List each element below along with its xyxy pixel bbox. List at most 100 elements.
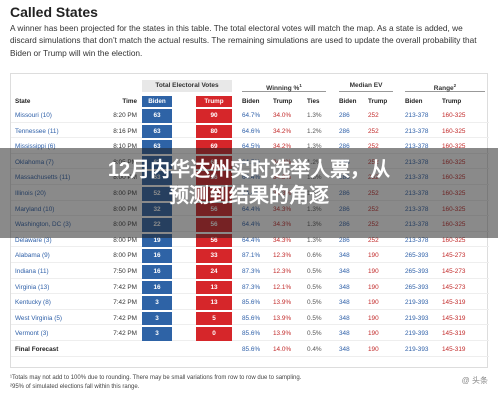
footnotes: ¹Totals may not add to 100% due to round… — [10, 374, 488, 392]
trump-ev: 13 — [196, 296, 232, 310]
biden-ev: 3 — [142, 296, 172, 310]
trump-ev: 80 — [196, 124, 232, 139]
win-biden: 85.6% — [242, 346, 261, 353]
state-name[interactable]: Virginia (13) — [15, 283, 50, 291]
state-time: 7:42 PM — [113, 314, 137, 322]
win-biden: 85.6% — [242, 314, 261, 322]
col-header-range-biden: Biden — [405, 98, 423, 105]
median-biden: 286 — [339, 143, 350, 151]
median-biden: 286 — [339, 127, 350, 135]
win-ties: 1.3% — [307, 112, 322, 119]
median-trump: 252 — [368, 236, 379, 244]
col-header-biden-ev: Biden — [142, 96, 172, 107]
win-trump: 34.2% — [273, 143, 292, 151]
state-name[interactable]: West Virginia (5) — [15, 314, 62, 322]
group-header-winning: Winning %1 — [242, 80, 326, 92]
state-name[interactable]: Missouri (10) — [15, 112, 52, 119]
col-header-range-trump: Trump — [442, 98, 462, 105]
range-biden: 213-378 — [405, 127, 429, 135]
range-biden: 213-378 — [405, 236, 429, 244]
median-biden: 348 — [339, 346, 350, 353]
title-overlay-band — [0, 148, 498, 238]
state-time: 7:42 PM — [113, 299, 137, 307]
median-trump: 190 — [368, 346, 379, 353]
range-trump: 145-273 — [442, 268, 466, 275]
trump-ev: 5 — [196, 311, 232, 326]
trump-ev: 90 — [196, 109, 232, 123]
footnote-1: ¹Totals may not add to 100% due to round… — [10, 375, 302, 381]
state-name[interactable]: Kentucky (8) — [15, 299, 51, 307]
median-biden: 348 — [339, 283, 350, 291]
col-header-state: State — [15, 98, 31, 105]
range-biden: 265-393 — [405, 268, 429, 275]
group-header-total-ev: Total Electoral Votes — [142, 80, 232, 92]
trump-ev: 24 — [196, 265, 232, 279]
footnote-2: ²95% of simulated elections fall within … — [10, 384, 140, 390]
state-name[interactable]: Alabama (9) — [15, 252, 50, 260]
win-biden: 87.1% — [242, 252, 261, 260]
median-biden: 286 — [339, 112, 350, 119]
win-trump: 34.0% — [273, 112, 292, 119]
watermark: @ 头条 — [461, 376, 488, 385]
biden-ev: 3 — [142, 311, 172, 326]
group-header-median-ev: Median EV — [339, 80, 393, 92]
range-biden: 219-393 — [405, 346, 429, 353]
median-biden: 286 — [339, 236, 350, 244]
win-biden: 85.6% — [242, 299, 261, 307]
col-header-win-biden: Biden — [242, 98, 260, 105]
win-ties: 0.5% — [307, 314, 322, 322]
table-row: Alabama (9) 8:00 PM 16 33 87.1% 12.3% 0.6% 348 1… — [11, 249, 489, 263]
median-biden: 348 — [339, 268, 350, 275]
state-name[interactable]: Tennessee (11) — [15, 127, 59, 135]
state-name[interactable]: Delaware (3) — [15, 236, 52, 244]
range-biden: 219-393 — [405, 330, 429, 338]
range-trump: 145-273 — [442, 283, 466, 291]
col-header-ties: Ties — [307, 98, 320, 105]
overlay-title: 12月内华达州实时选举人票，从 预测到结果的角逐 — [10, 157, 488, 209]
median-trump: 190 — [368, 283, 379, 291]
col-header-time: Time — [122, 98, 137, 105]
col-header-win-trump: Trump — [273, 98, 293, 105]
median-biden: 348 — [339, 252, 350, 260]
median-trump: 252 — [368, 112, 379, 119]
trump-ev: 33 — [196, 249, 232, 263]
median-trump: 190 — [368, 252, 379, 260]
median-biden: 348 — [339, 314, 350, 322]
median-trump: 252 — [368, 127, 379, 135]
win-biden: 64.7% — [242, 112, 261, 119]
range-trump: 145-319 — [442, 299, 466, 307]
range-trump: 145-319 — [442, 346, 466, 353]
win-ties: 0.4% — [307, 346, 322, 353]
state-time: 7:42 PM — [113, 283, 137, 291]
win-biden: 87.3% — [242, 283, 261, 291]
table-row: Kentucky (8) 7:42 PM 3 13 85.6% 13.9% 0.5% 348 1… — [11, 296, 489, 310]
range-biden: 219-393 — [405, 299, 429, 307]
median-trump: 252 — [368, 143, 379, 151]
state-name[interactable]: Mississippi (6) — [15, 143, 56, 151]
state-name[interactable]: Vermont (3) — [15, 330, 49, 338]
table-row: Delaware (3) 8:00 PM 19 56 64.4% 34.3% 1.3% 286… — [11, 233, 489, 248]
win-trump: 34.2% — [273, 127, 292, 135]
win-ties: 0.6% — [307, 252, 322, 260]
win-trump: 13.9% — [273, 314, 292, 322]
win-trump: 13.9% — [273, 330, 292, 338]
median-biden: 348 — [339, 330, 350, 338]
biden-ev: 16 — [142, 265, 172, 279]
state-time: 8:16 PM — [113, 127, 137, 135]
state-time: 7:50 PM — [113, 268, 137, 275]
overlay-title-line-1: 12月内华达州实时选举人票，从 — [107, 159, 391, 181]
biden-ev: 3 — [142, 327, 172, 341]
range-trump: 145-319 — [442, 314, 466, 322]
range-trump: 160-325 — [442, 112, 466, 119]
biden-ev: 16 — [142, 249, 172, 263]
range-biden: 265-393 — [405, 283, 429, 291]
win-biden: 64.4% — [242, 236, 261, 244]
state-name[interactable]: Indiana (11) — [15, 268, 49, 275]
state-time: 8:00 PM — [113, 252, 137, 260]
trump-ev: 13 — [196, 280, 232, 295]
win-trump: 12.3% — [273, 268, 292, 275]
win-trump: 12.1% — [273, 283, 292, 291]
table-row: Tennessee (11) 8:16 PM 63 80 64.6% 34.2% 1.2% 2… — [11, 124, 489, 139]
table-row: Indiana (11) 7:50 PM 16 24 87.3% 12.3% 0.5% 348… — [11, 265, 489, 279]
range-biden: 265-393 — [405, 252, 429, 260]
